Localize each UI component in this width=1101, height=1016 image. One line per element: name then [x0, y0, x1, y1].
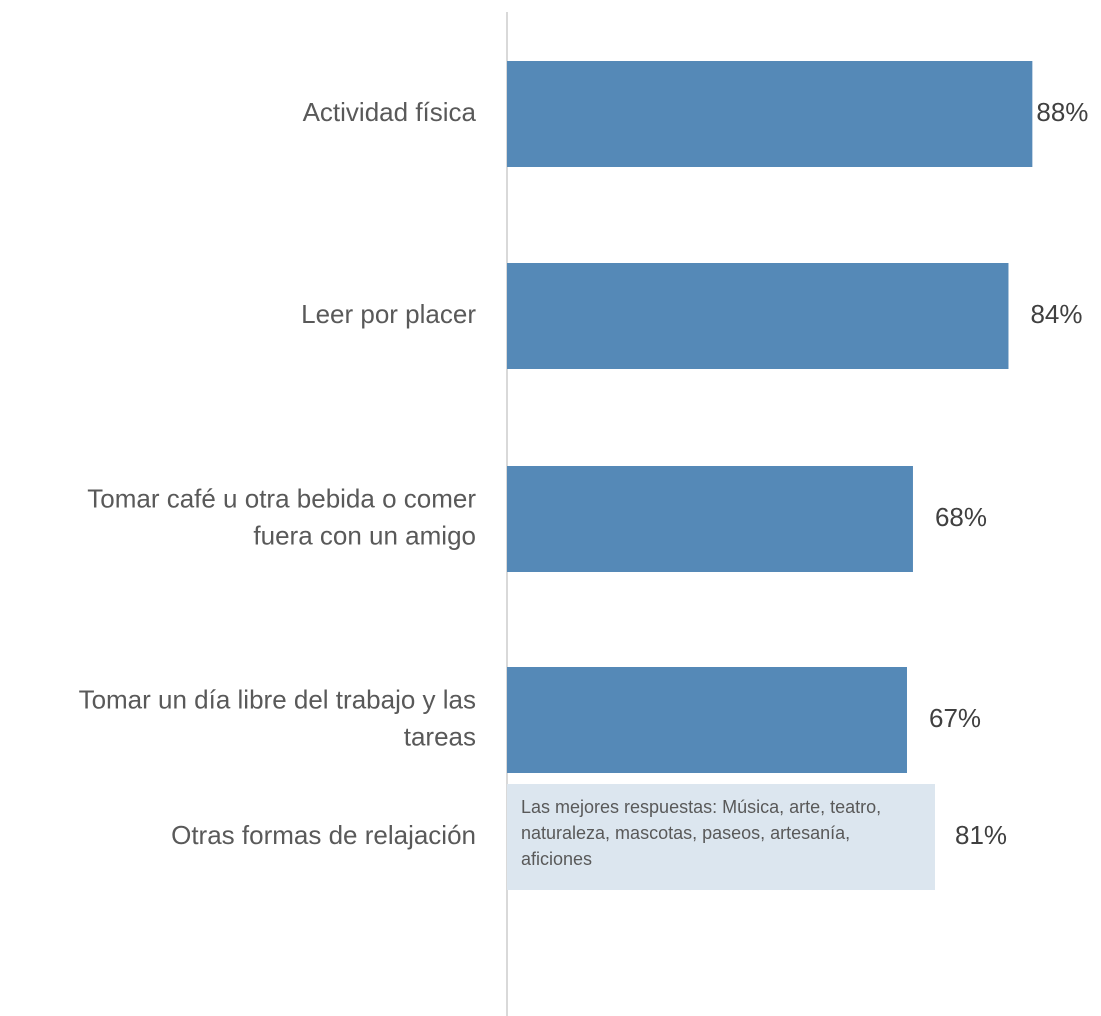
category-label: Otras formas de relajación	[171, 820, 476, 850]
bar	[507, 667, 907, 773]
note-box: Las mejores respuestas: Música, arte, te…	[507, 784, 935, 890]
bar	[507, 263, 1009, 369]
category-label: Actividad física	[303, 97, 477, 127]
bar	[507, 61, 1033, 167]
value-label: 88%	[1036, 97, 1088, 127]
value-label: 84%	[1030, 299, 1082, 329]
category-label: Leer por placer	[301, 299, 476, 329]
category-label: Tomar un día libre del trabajo y las tare…	[79, 684, 476, 751]
bar	[507, 466, 913, 572]
value-label: 67%	[929, 703, 981, 733]
annotation-text: Las mejores respuestas: Música, arte, te…	[521, 797, 882, 869]
value-label: 68%	[935, 502, 987, 532]
category-label: Tomar café u otra bebida o comer fuera co…	[87, 483, 476, 550]
value-label: 81%	[955, 820, 1007, 850]
